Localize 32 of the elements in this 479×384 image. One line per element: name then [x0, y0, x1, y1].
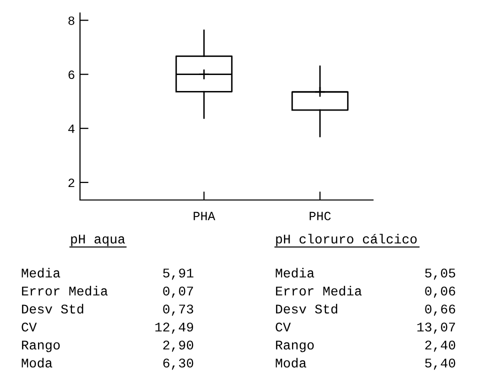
- text: 0,73: [163, 304, 194, 316]
- y-tick-label: 4: [68, 124, 75, 133]
- text: Media: [22, 268, 60, 278]
- x-tick-label: PHC: [310, 212, 331, 220]
- text: 5,91: [163, 268, 194, 280]
- text: 5,05: [425, 268, 456, 280]
- text: 13,07: [417, 322, 455, 334]
- text: 12,49: [155, 322, 194, 334]
- text: Rango: [22, 340, 60, 352]
- text: Moda: [22, 358, 52, 368]
- text: Media: [276, 268, 314, 278]
- text: 5,40: [425, 358, 456, 370]
- text: 2,90: [163, 340, 194, 352]
- text: 6,30: [163, 358, 194, 370]
- text: Desv Std: [276, 304, 338, 314]
- y-tick-label: 6: [68, 70, 74, 79]
- text: Moda: [276, 358, 306, 368]
- text: 0,06: [425, 286, 456, 298]
- text: CV: [22, 322, 37, 332]
- text: CV: [276, 322, 291, 332]
- text: 0,66: [425, 304, 456, 316]
- text: Rango: [276, 340, 314, 352]
- text: Desv Std: [22, 304, 84, 314]
- text: 0,07: [163, 286, 193, 298]
- y-tick-label: 2: [68, 178, 74, 187]
- text: Error Media: [22, 286, 108, 296]
- text: pH aqua: [71, 234, 125, 246]
- text: 2,40: [425, 340, 456, 352]
- text: Error Media: [276, 286, 362, 296]
- y-tick-label: 8: [68, 16, 74, 25]
- x-tick-label: PHA: [194, 212, 216, 220]
- text: pH cloruro cálcico: [276, 234, 417, 246]
